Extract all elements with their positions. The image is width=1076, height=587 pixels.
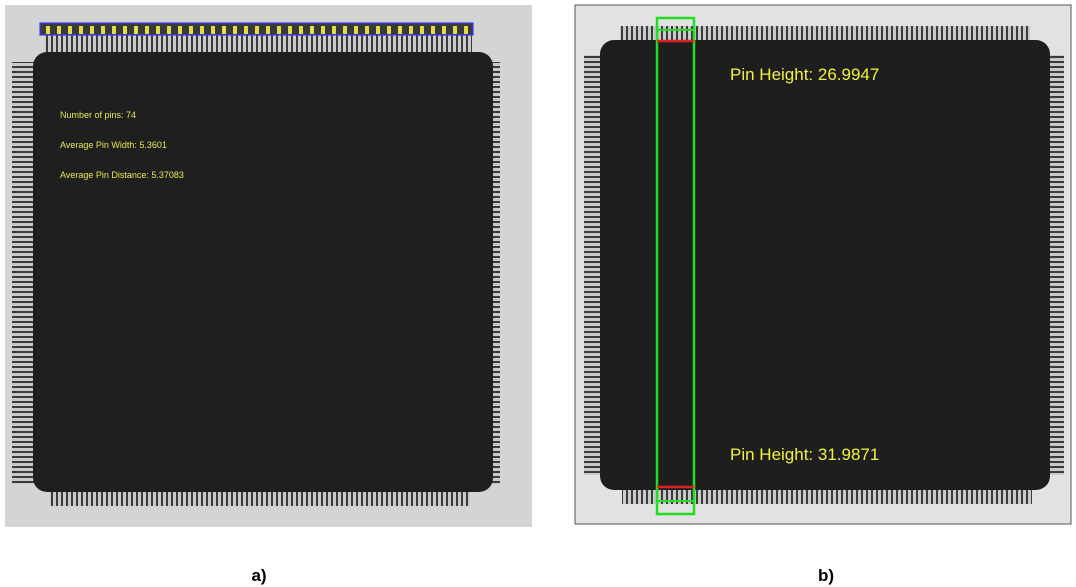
pin-highlights — [40, 23, 473, 35]
annotation: Average Pin Distance: 5.37083 — [60, 170, 184, 180]
panel-a: Number of pins: 74 Average Pin Width: 5.… — [5, 5, 532, 585]
panel-label: a) — [251, 566, 266, 585]
panel-label: b) — [818, 566, 834, 585]
annotation: Average Pin Width: 5.3601 — [60, 140, 167, 150]
pins-top — [45, 35, 472, 57]
annotation: Pin Height: 26.9947 — [730, 65, 879, 84]
chip — [600, 40, 1050, 490]
roi-box — [39, 22, 474, 36]
panel-b: Pin Height: 26.9947 Pin Height: 31.9871 … — [574, 4, 1072, 585]
chip — [33, 52, 493, 492]
annotation: Number of pins: 74 — [60, 110, 136, 120]
roi-box — [655, 16, 696, 516]
annotation: Pin Height: 31.9871 — [730, 445, 879, 464]
